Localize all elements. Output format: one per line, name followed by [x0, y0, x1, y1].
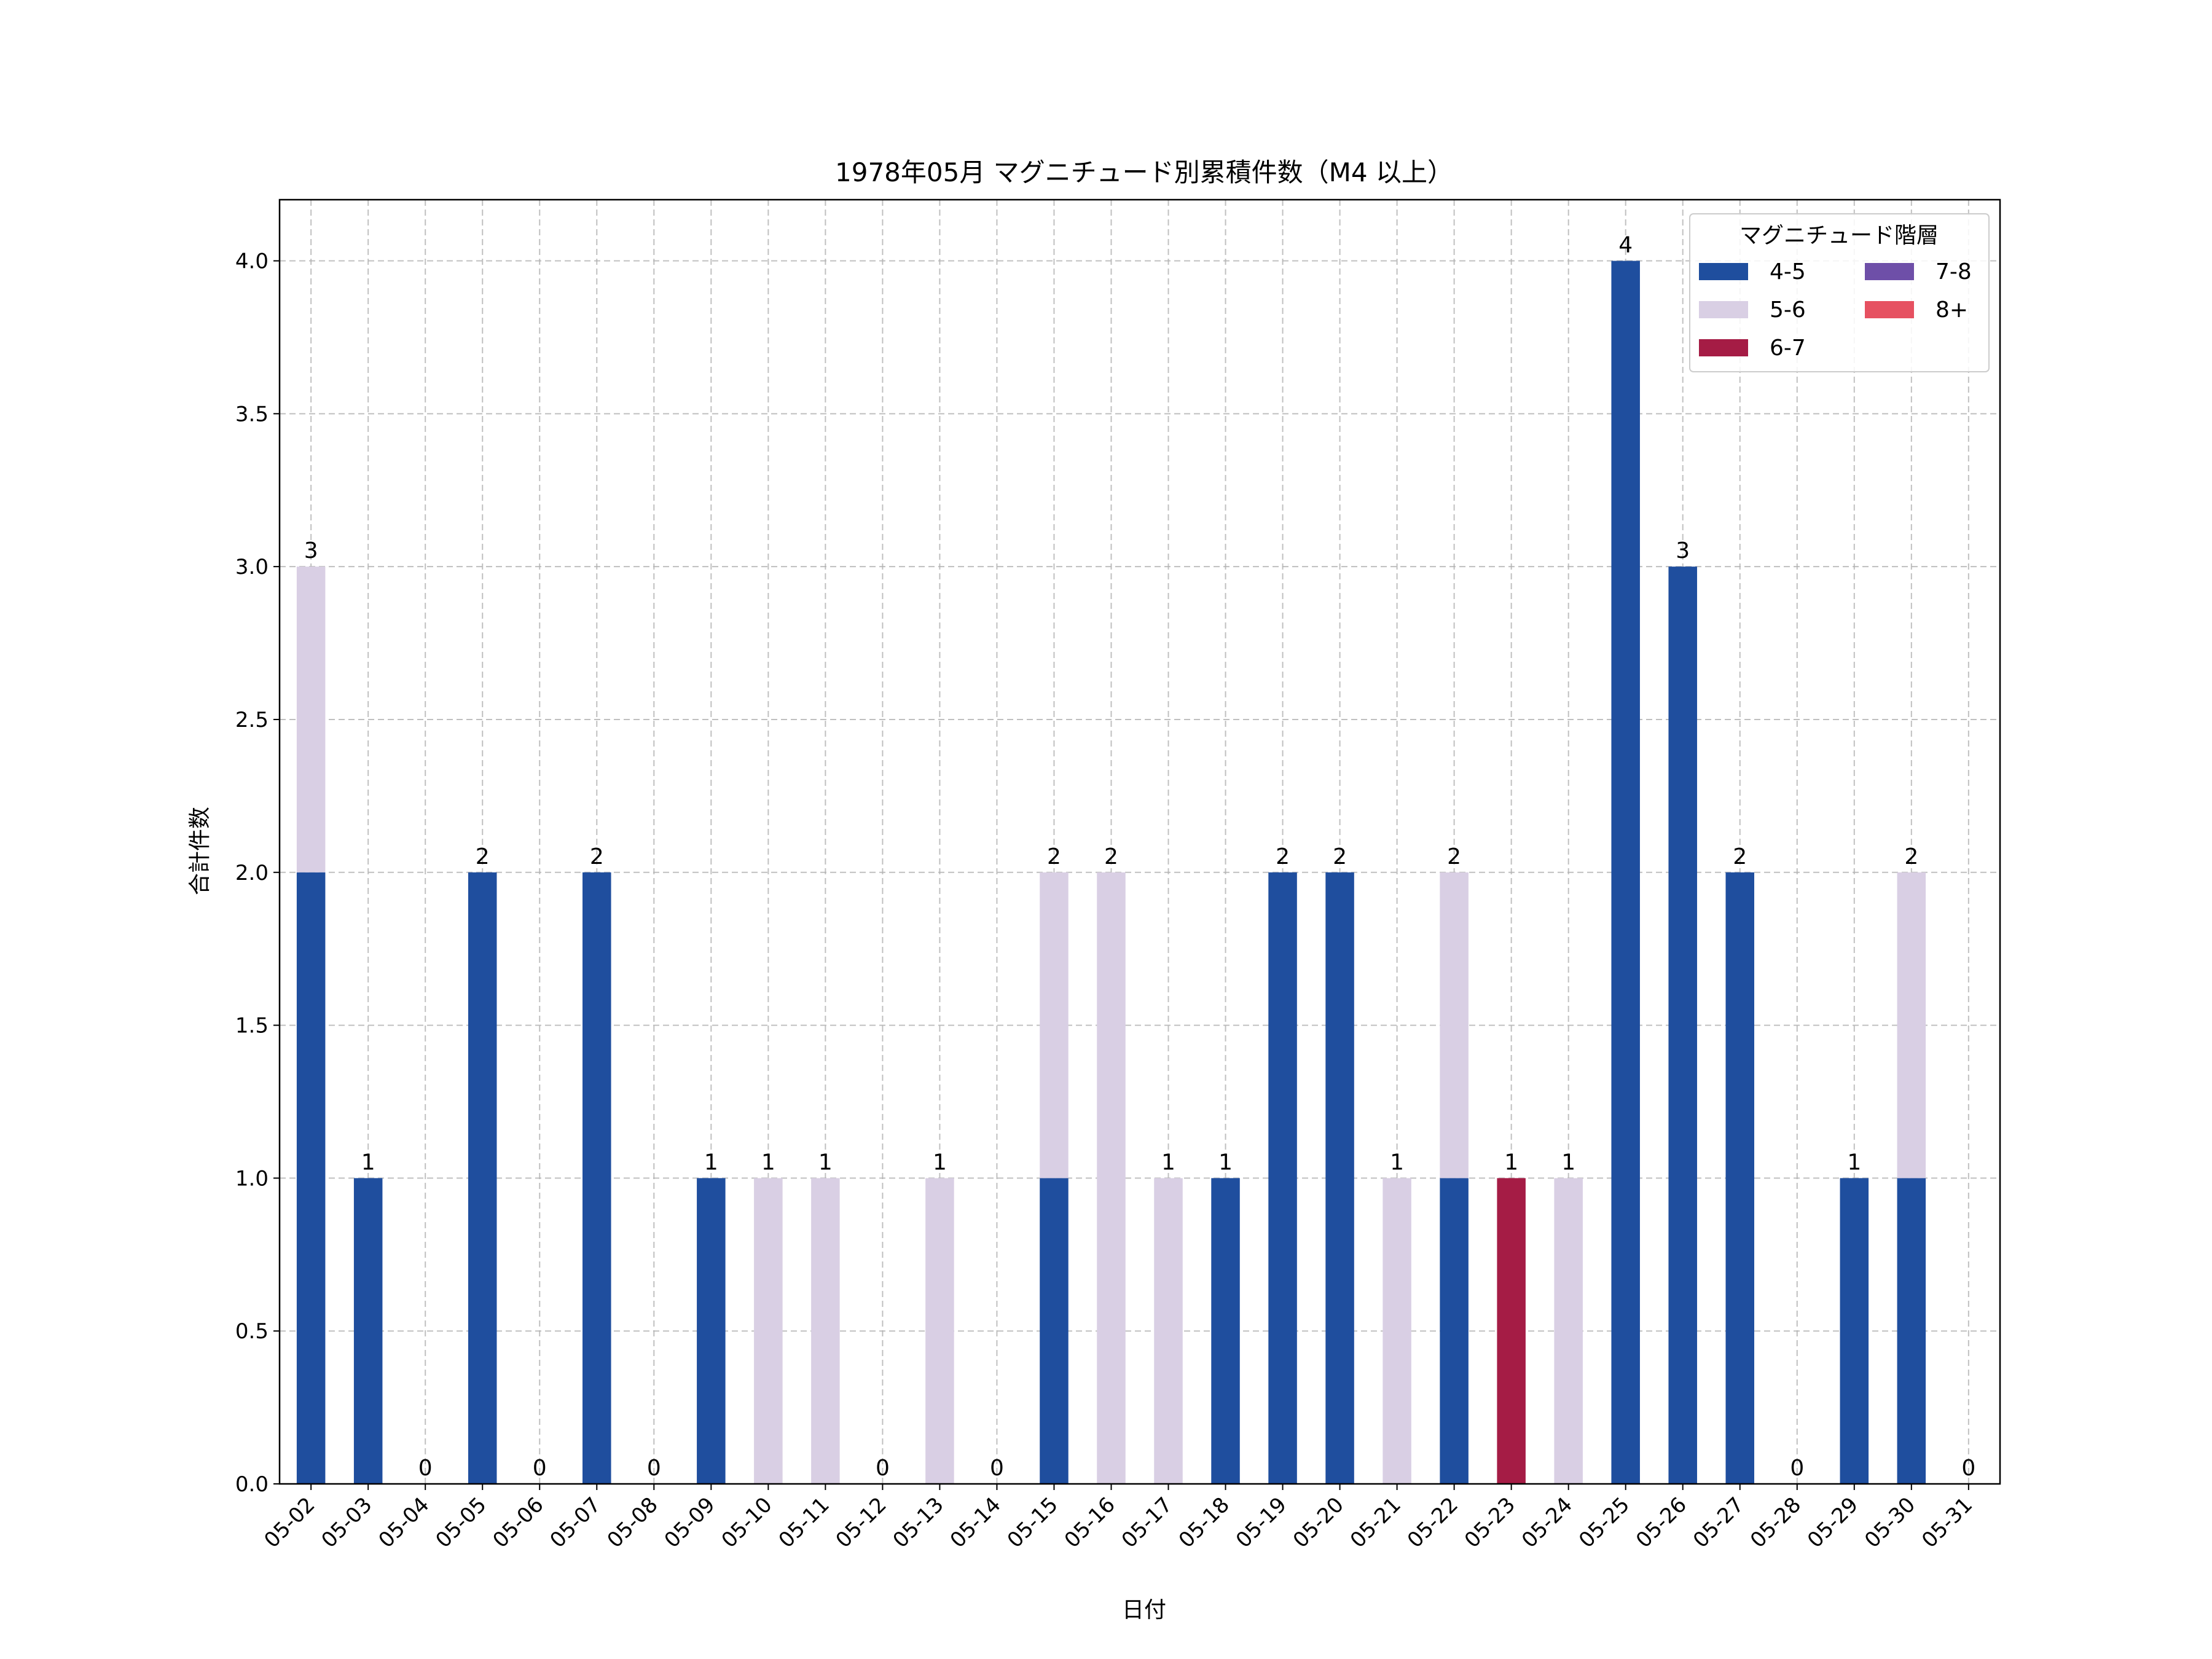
bar-segment [1725, 872, 1754, 1484]
total-label: 2 [1104, 844, 1118, 869]
total-label: 2 [1733, 844, 1747, 869]
legend-swatch [1699, 301, 1748, 318]
total-label: 1 [1390, 1150, 1404, 1175]
bar-segment [296, 872, 326, 1484]
legend-label: 8+ [1936, 297, 1968, 323]
total-label: 2 [476, 844, 490, 869]
legend-label: 5-6 [1770, 297, 1806, 323]
bar-segment [1040, 872, 1069, 1179]
legend-label: 6-7 [1770, 335, 1806, 361]
bar-segment [296, 567, 326, 873]
bar-segment [1611, 261, 1640, 1484]
x-axis-label: 日付 [1122, 1598, 1166, 1623]
total-label: 0 [1961, 1456, 1975, 1481]
total-label: 1 [1218, 1150, 1233, 1175]
y-tick-label: 0.0 [235, 1472, 269, 1497]
bar-segment [582, 872, 611, 1484]
total-label: 3 [1676, 538, 1690, 563]
total-label: 1 [818, 1150, 833, 1175]
bar-segment [1211, 1178, 1240, 1484]
legend-label: 4-5 [1770, 259, 1806, 284]
legend: マグニチュード階層 4-5 5-6 6-7 7-8 8+ [1689, 213, 1990, 372]
bar-segment [1840, 1178, 1869, 1484]
total-label: 3 [304, 538, 318, 563]
bar-segment [1382, 1178, 1411, 1484]
total-label: 2 [1276, 844, 1290, 869]
y-tick-label: 0.5 [235, 1319, 269, 1344]
bar-segment [1040, 1178, 1069, 1484]
data-labels: 3 1 0 2 0 2 0 1 1 1 0 1 0 2 2 1 1 2 2 1 2 1 1 4 3 2 0 1 2 0 [304, 233, 1976, 1481]
total-label: 0 [418, 1456, 433, 1481]
bar-segment [1440, 872, 1469, 1179]
total-label: 1 [1847, 1150, 1861, 1175]
bar-segment [1668, 567, 1697, 1484]
bar-segment [1554, 1178, 1583, 1484]
total-label: 0 [990, 1456, 1004, 1481]
legend-swatch [1865, 301, 1914, 318]
y-tick-label: 1.0 [235, 1166, 269, 1191]
legend-frame [1689, 213, 1990, 372]
total-label: 4 [1618, 233, 1633, 258]
total-label: 2 [1333, 844, 1347, 869]
bar-segment [353, 1178, 383, 1484]
total-label: 1 [1561, 1150, 1575, 1175]
total-label: 1 [1161, 1150, 1175, 1175]
bar-segment [697, 1178, 726, 1484]
legend-title: マグニチュード階層 [1739, 223, 1939, 248]
grid [280, 200, 2000, 1484]
bar-segment [1154, 1178, 1183, 1484]
legend-swatch [1865, 263, 1914, 280]
total-label: 2 [1904, 844, 1918, 869]
bar-segment [1097, 872, 1126, 1484]
total-label: 2 [1447, 844, 1461, 869]
bar-segment [1440, 1178, 1469, 1484]
y-tick-label: 2.5 [235, 708, 269, 732]
plot-frame [278, 198, 2001, 1485]
y-axis: 0.0 0.5 1.0 1.5 2.0 2.5 3.0 3.5 4.0 [235, 249, 280, 1497]
total-label: 1 [704, 1150, 718, 1175]
total-label: 0 [876, 1456, 890, 1481]
total-label: 0 [647, 1456, 661, 1481]
total-label: 2 [1047, 844, 1061, 869]
total-label: 1 [761, 1150, 775, 1175]
legend-label: 7-8 [1936, 259, 1972, 284]
y-tick-label: 4.0 [235, 249, 269, 274]
y-tick-label: 3.0 [235, 555, 269, 579]
total-label: 1 [361, 1150, 375, 1175]
total-label: 1 [933, 1150, 947, 1175]
bar-segment [1897, 872, 1926, 1179]
total-label: 1 [1504, 1150, 1518, 1175]
bar-segment [1325, 872, 1354, 1484]
bar-segment [925, 1178, 954, 1484]
bar-segment [468, 872, 497, 1484]
legend-swatch [1699, 263, 1748, 280]
chart-title: 1978年05月 マグニチュード別累積件数（M4 以上） [835, 157, 1453, 187]
bars [296, 261, 1926, 1484]
bar-segment [1897, 1178, 1926, 1484]
total-label: 0 [533, 1456, 547, 1481]
bar-segment [1497, 1178, 1526, 1484]
bar-segment [1268, 872, 1297, 1484]
total-label: 0 [1790, 1456, 1804, 1481]
bar-segment [811, 1178, 840, 1484]
bar-segment [754, 1178, 783, 1484]
legend-swatch [1699, 339, 1748, 356]
y-tick-label: 3.5 [235, 402, 269, 426]
y-axis-label: 合計件数 [187, 807, 213, 895]
y-tick-label: 2.0 [235, 861, 269, 885]
total-label: 2 [590, 844, 604, 869]
y-tick-label: 1.5 [235, 1014, 269, 1038]
